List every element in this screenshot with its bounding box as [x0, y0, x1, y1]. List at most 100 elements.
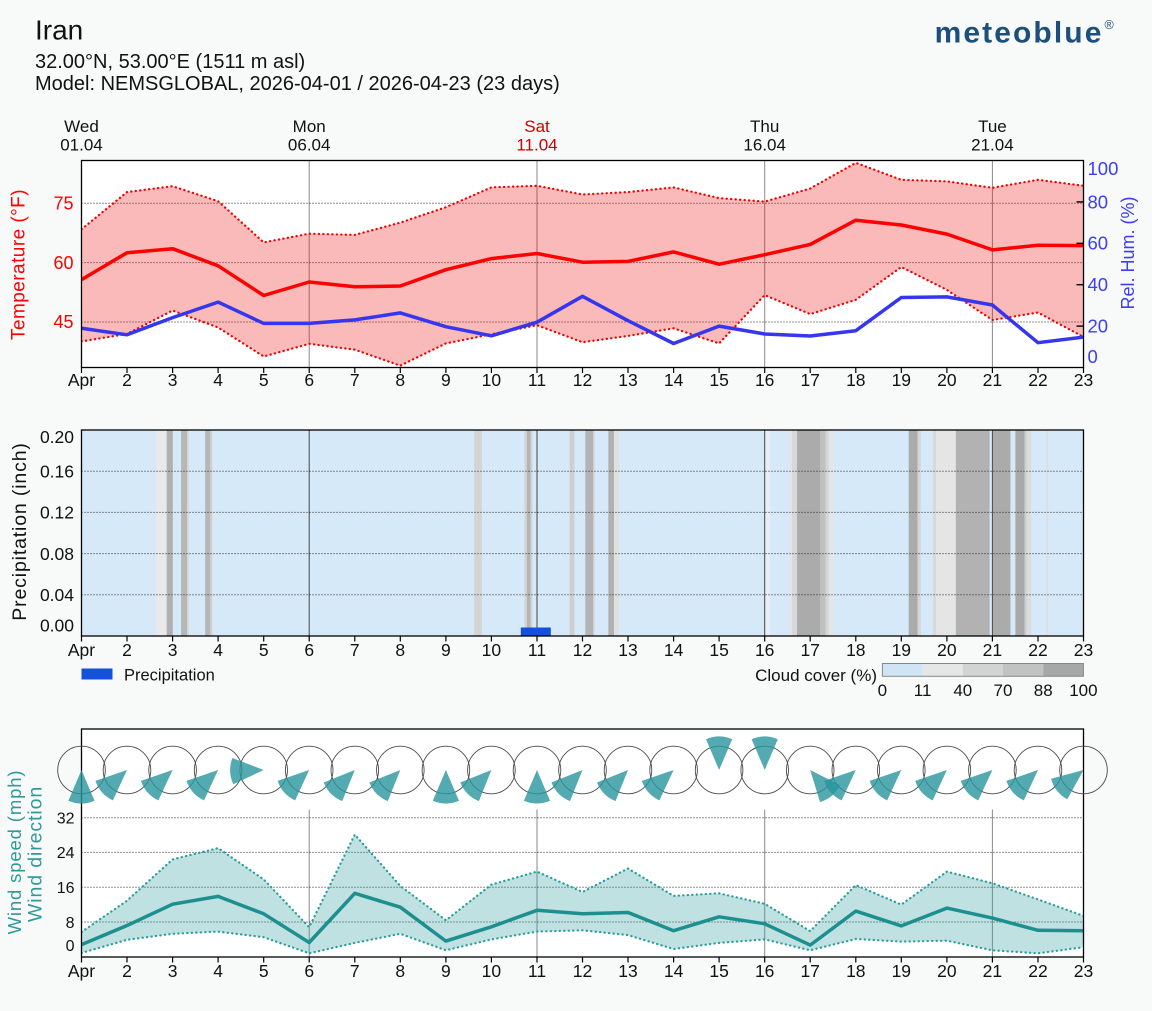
svg-text:14: 14	[664, 370, 684, 390]
svg-text:12: 12	[573, 640, 592, 660]
svg-text:0.16: 0.16	[40, 461, 74, 481]
svg-text:88: 88	[1034, 681, 1053, 700]
svg-text:6: 6	[304, 370, 314, 390]
svg-text:Tue: Tue	[978, 117, 1007, 136]
svg-text:16: 16	[57, 880, 75, 897]
svg-text:Thu: Thu	[750, 117, 779, 136]
svg-text:18: 18	[846, 640, 865, 660]
svg-text:24: 24	[57, 845, 75, 862]
svg-text:8: 8	[66, 915, 75, 932]
svg-text:16.04: 16.04	[743, 136, 786, 155]
svg-text:16: 16	[755, 961, 774, 981]
svg-text:5: 5	[259, 961, 269, 981]
svg-text:Model: NEMSGLOBAL, 2026-04-01: Model: NEMSGLOBAL, 2026-04-01 / 2026-04-…	[35, 73, 560, 95]
svg-text:01.04: 01.04	[60, 136, 103, 155]
svg-text:12: 12	[573, 370, 592, 390]
svg-text:15: 15	[709, 370, 728, 390]
svg-text:17: 17	[800, 640, 819, 660]
svg-text:20: 20	[937, 640, 957, 660]
svg-text:2: 2	[122, 640, 132, 660]
svg-text:11.04: 11.04	[516, 136, 557, 155]
svg-text:32: 32	[57, 810, 75, 827]
svg-text:4: 4	[213, 640, 223, 660]
svg-text:60: 60	[53, 253, 73, 273]
svg-text:20: 20	[1088, 316, 1109, 337]
svg-text:20: 20	[937, 370, 957, 390]
svg-text:10: 10	[482, 640, 502, 660]
svg-text:10: 10	[482, 370, 502, 390]
svg-text:22: 22	[1028, 370, 1047, 390]
svg-text:Sat: Sat	[524, 117, 550, 136]
svg-text:13: 13	[618, 370, 637, 390]
svg-text:9: 9	[441, 640, 451, 660]
svg-text:0: 0	[66, 938, 75, 955]
svg-text:23: 23	[1074, 961, 1093, 981]
svg-text:18: 18	[846, 961, 865, 981]
svg-text:15: 15	[709, 961, 728, 981]
svg-text:14: 14	[664, 640, 684, 660]
svg-text:meteoblue: meteoblue	[935, 17, 1104, 50]
svg-text:40: 40	[953, 681, 972, 700]
svg-text:17: 17	[800, 961, 819, 981]
svg-text:32.00°N, 53.00°E (1511 m asl): 32.00°N, 53.00°E (1511 m asl)	[35, 51, 305, 73]
svg-text:5: 5	[259, 370, 269, 390]
svg-text:16: 16	[755, 370, 774, 390]
svg-text:8: 8	[395, 961, 405, 981]
svg-text:9: 9	[441, 961, 451, 981]
svg-text:100: 100	[1069, 681, 1097, 700]
svg-text:Iran: Iran	[35, 15, 83, 46]
svg-text:Apr: Apr	[68, 640, 95, 660]
svg-text:7: 7	[350, 370, 360, 390]
svg-text:®: ®	[1105, 18, 1115, 32]
svg-text:21: 21	[983, 961, 1002, 981]
svg-text:Temperature (°F): Temperature (°F)	[9, 189, 30, 340]
svg-text:20: 20	[937, 961, 957, 981]
svg-text:11: 11	[528, 961, 546, 981]
svg-text:17: 17	[800, 370, 819, 390]
svg-text:40: 40	[1088, 274, 1109, 295]
svg-text:Precipitation (inch): Precipitation (inch)	[9, 442, 31, 620]
svg-text:10: 10	[482, 961, 502, 981]
svg-text:Apr: Apr	[68, 961, 95, 981]
svg-text:2: 2	[122, 961, 132, 981]
svg-text:5: 5	[259, 640, 269, 660]
svg-text:60: 60	[1088, 233, 1109, 254]
svg-text:0.20: 0.20	[40, 427, 74, 447]
svg-text:0: 0	[878, 681, 887, 700]
svg-text:16: 16	[755, 640, 774, 660]
svg-text:11: 11	[528, 370, 546, 390]
svg-text:18: 18	[846, 370, 865, 390]
svg-text:15: 15	[709, 640, 728, 660]
svg-text:9: 9	[441, 370, 451, 390]
svg-text:80: 80	[1088, 191, 1109, 212]
svg-text:Rel. Hum. (%): Rel. Hum. (%)	[1118, 196, 1138, 309]
svg-text:0: 0	[1088, 346, 1098, 367]
svg-text:3: 3	[168, 961, 178, 981]
svg-text:21.04: 21.04	[971, 136, 1014, 155]
svg-text:Wed: Wed	[64, 117, 99, 136]
svg-text:23: 23	[1074, 370, 1093, 390]
svg-text:21: 21	[983, 640, 1002, 660]
svg-text:6: 6	[304, 640, 314, 660]
svg-text:8: 8	[395, 370, 405, 390]
svg-text:11: 11	[914, 681, 932, 700]
svg-text:100: 100	[1088, 158, 1119, 179]
svg-text:12: 12	[573, 961, 592, 981]
svg-text:6: 6	[304, 961, 314, 981]
svg-text:19: 19	[892, 370, 911, 390]
svg-text:11: 11	[528, 640, 546, 660]
svg-text:0.08: 0.08	[40, 544, 74, 564]
svg-text:13: 13	[618, 640, 637, 660]
svg-text:4: 4	[213, 961, 223, 981]
svg-text:7: 7	[350, 961, 360, 981]
svg-text:3: 3	[168, 370, 178, 390]
svg-text:Apr: Apr	[68, 370, 95, 390]
svg-text:19: 19	[892, 961, 911, 981]
svg-text:2: 2	[122, 370, 132, 390]
svg-text:06.04: 06.04	[288, 136, 331, 155]
svg-text:21: 21	[983, 370, 1002, 390]
svg-text:70: 70	[994, 681, 1013, 700]
svg-text:Precipitation: Precipitation	[124, 667, 215, 685]
svg-text:19: 19	[892, 640, 911, 660]
svg-text:45: 45	[53, 312, 73, 332]
